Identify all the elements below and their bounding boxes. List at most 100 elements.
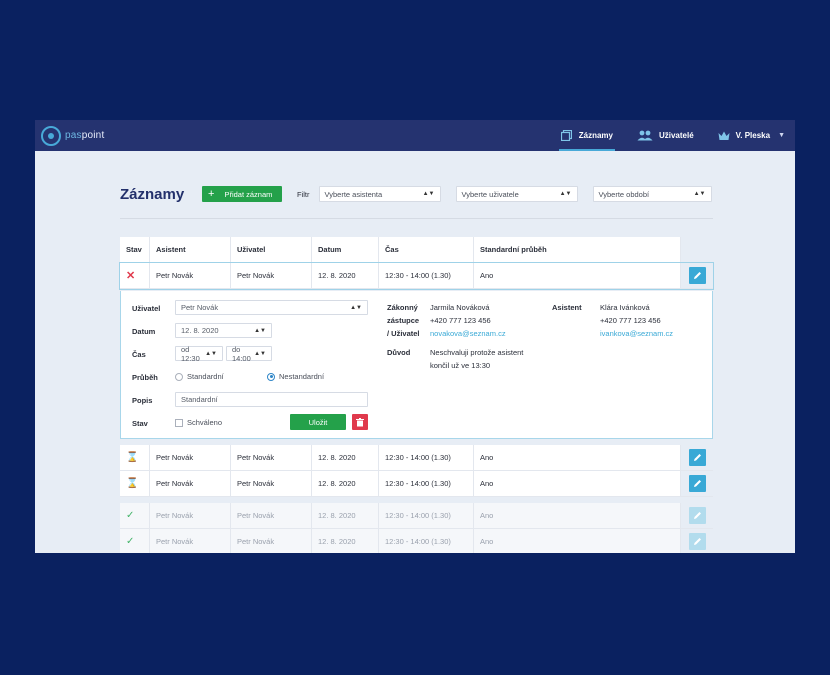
top-navbar: paspoint Záznamy Uživatelé V. Pleska (35, 120, 795, 151)
edit-button[interactable] (688, 267, 706, 284)
datum-cell: 12. 8. 2020 (312, 529, 379, 553)
asistent-cell: Petr Novák (150, 503, 231, 528)
plus-icon: + (208, 187, 215, 200)
zastupce-phone: +420 777 123 456 (430, 316, 491, 325)
cas-od-select[interactable]: od 12:30 ▲▼ (175, 344, 223, 363)
col-header-standardni-prubeh[interactable]: Standardní průběh (474, 237, 681, 262)
check-icon: ✓ (126, 536, 135, 547)
select-arrows-icon: ▲▼ (350, 304, 362, 311)
edit-button[interactable] (688, 475, 706, 492)
std-cell: Ano (474, 471, 681, 496)
edit-button[interactable] (688, 507, 706, 524)
cas-cell: 12:30 - 14:00 (1.30) (379, 529, 474, 553)
zastupce-email-link[interactable]: novakova@seznam.cz (430, 329, 506, 338)
crown-icon (718, 130, 730, 142)
edit-button[interactable] (688, 449, 706, 466)
asistent-email-link[interactable]: ivankova@seznam.cz (600, 329, 674, 338)
filter-assistant-select[interactable]: Vyberte asistenta ▲▼ (318, 186, 441, 202)
filter-period-select[interactable]: Vyberte období ▲▼ (592, 186, 712, 202)
logo-text-a: pas (65, 130, 82, 141)
label-zakonny-zastupce: Zákonný zástupce / Uživatel (387, 301, 420, 340)
records-table-continued: ⌛ Petr Novák Petr Novák 12. 8. 2020 12:3… (120, 445, 713, 553)
nav-profile[interactable]: V. Pleska ▼ (718, 120, 785, 151)
datum-cell: 12. 8. 2020 (312, 471, 379, 496)
col-header-datum[interactable]: Datum (312, 237, 379, 262)
records-table: Stav Asistent Uživatel Datum Čas Standar… (119, 237, 714, 290)
select-arrows-icon: ▲▼ (559, 191, 572, 197)
select-arrows-icon: ▲▼ (422, 191, 435, 197)
label-zakonny-line1: Zákonný (387, 303, 418, 312)
label-prubeh: Průběh (132, 373, 158, 382)
std-cell: Ano (474, 503, 681, 528)
uzivatel-cell: Petr Novák (231, 529, 312, 553)
logo[interactable]: paspoint (41, 125, 104, 146)
status-cell: ✓ (120, 529, 150, 553)
col-header-asistent[interactable]: Asistent (150, 237, 231, 262)
radio-off-icon (175, 372, 183, 381)
nav-records-label: Záznamy (578, 131, 613, 140)
table-row[interactable]: ✕ Petr Novák Petr Novák 12. 8. 2020 12:3… (119, 262, 714, 290)
actions-cell (681, 263, 713, 288)
table-row[interactable]: ⌛ Petr Novák Petr Novák 12. 8. 2020 12:3… (120, 445, 713, 471)
col-header-stav[interactable]: Stav (120, 237, 150, 262)
col-header-uzivatel[interactable]: Uživatel (231, 237, 312, 262)
prubeh-standard-radio[interactable]: Standardní (175, 372, 224, 381)
prubeh-standard-label: Standardní (187, 372, 224, 381)
checkbox-icon (175, 418, 183, 427)
table-row[interactable]: ✓ Petr Novák Petr Novák 12. 8. 2020 12:3… (120, 529, 713, 553)
record-detail-panel: Uživatel Petr Novák ▲▼ Datum 12. 8. 2020… (120, 291, 713, 439)
nav-records[interactable]: Záznamy (558, 120, 616, 151)
add-record-label: Přidat záznam (224, 189, 273, 199)
prubeh-nestandard-radio[interactable]: Nestandardní (267, 372, 324, 381)
edit-button[interactable] (688, 533, 706, 550)
add-record-button[interactable]: + Přidat záznam (202, 186, 282, 202)
nav-users[interactable]: Uživatelé (637, 120, 694, 151)
datum-input[interactable]: 12. 8. 2020 ▲▼ (175, 323, 272, 338)
delete-button[interactable] (352, 414, 368, 430)
pencil-icon (693, 480, 701, 487)
filter-user-select[interactable]: Vyberte uživatele ▲▼ (455, 186, 578, 202)
uzivatel-cell: Petr Novák (231, 503, 312, 528)
trash-icon (356, 417, 364, 426)
radio-on-icon (267, 372, 275, 381)
col-header-cas[interactable]: Čas (379, 237, 474, 262)
filter-label: Filtr (297, 189, 310, 199)
filter-user-value: Vyberte uživatele (461, 189, 519, 199)
logo-text: paspoint (65, 130, 104, 141)
table-row[interactable]: ⌛ Petr Novák Petr Novák 12. 8. 2020 12:3… (120, 471, 713, 497)
zastupce-name: Jarmila Nováková (430, 303, 490, 312)
save-button[interactable]: Uložit (290, 414, 346, 430)
label-cas: Čas (132, 350, 146, 359)
label-asistent: Asistent (552, 303, 582, 312)
popis-input[interactable]: Standardní (175, 392, 368, 407)
duvod-text: Neschvaluji protože asistent končil už v… (430, 346, 523, 372)
std-cell: Ano (474, 529, 681, 553)
rejected-icon: ✕ (126, 270, 136, 282)
actions-cell (681, 445, 713, 470)
status-cell: ⌛ (120, 445, 150, 470)
uzivatel-select[interactable]: Petr Novák ▲▼ (175, 300, 368, 315)
hourglass-icon: ⌛ (126, 452, 139, 463)
label-stav: Stav (132, 419, 148, 428)
asistent-info: Klára Ivánková +420 777 123 456 (600, 301, 661, 327)
main-nav: Záznamy Uživatelé V. Pleska ▼ (558, 120, 785, 151)
cas-do-value: do 14:00 (232, 344, 251, 363)
cas-od-value: od 12:30 (181, 344, 200, 363)
schvaleno-checkbox[interactable]: Schváleno (175, 418, 222, 427)
std-cell: Ano (474, 445, 681, 470)
nav-profile-label: V. Pleska (735, 131, 771, 140)
status-cell: ✓ (120, 503, 150, 528)
cas-do-select[interactable]: do 14:00 ▲▼ (226, 344, 272, 363)
asistent-phone: +420 777 123 456 (600, 316, 661, 325)
status-cell: ⌛ (120, 471, 150, 496)
zastupce-info: Jarmila Nováková +420 777 123 456 (430, 301, 491, 327)
table-row[interactable]: ✓ Petr Novák Petr Novák 12. 8. 2020 12:3… (120, 503, 713, 529)
datum-input-value: 12. 8. 2020 (181, 326, 219, 335)
prubeh-nestandard-label: Nestandardní (279, 372, 325, 381)
select-arrows-icon: ▲▼ (693, 191, 706, 197)
page-header: Záznamy + Přidat záznam Filtr Vyberte as… (120, 184, 713, 204)
label-uzivatel: Uživatel (132, 304, 161, 313)
datum-cell: 12. 8. 2020 (312, 503, 379, 528)
uzivatel-cell: Petr Novák (231, 445, 312, 470)
label-zakonny-line2: zástupce (387, 316, 420, 325)
